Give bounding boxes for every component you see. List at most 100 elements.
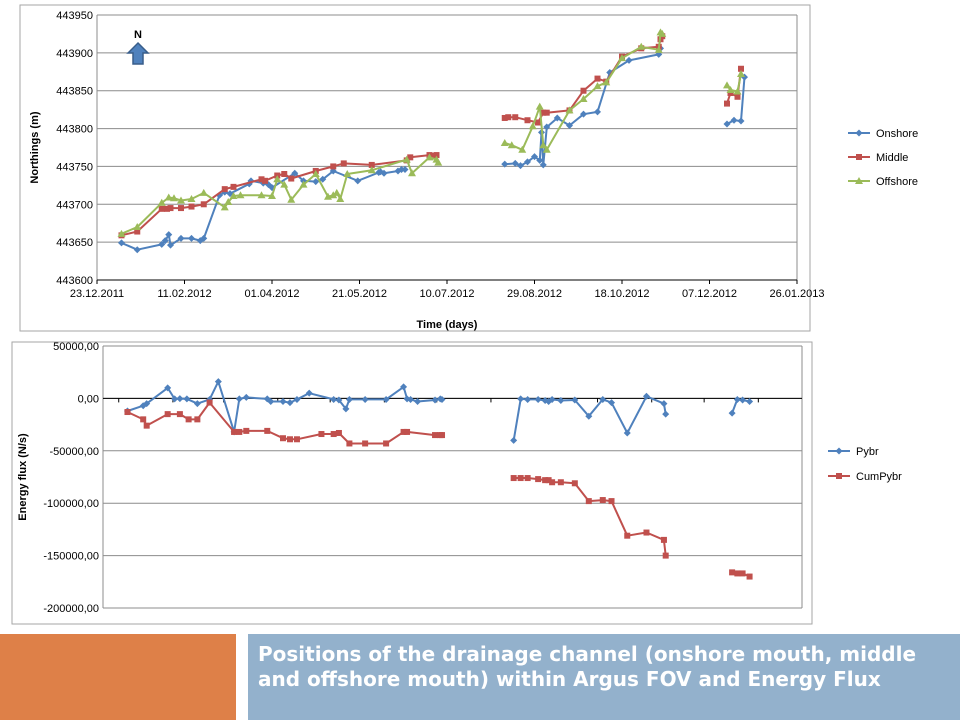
data-point bbox=[224, 198, 233, 206]
x-tick-label: 18.10.2012 bbox=[594, 288, 649, 300]
x-tick-label: 10.07.2012 bbox=[419, 288, 474, 300]
legend-item-middle: Middle bbox=[848, 152, 908, 164]
data-point bbox=[594, 108, 601, 116]
data-point bbox=[231, 428, 238, 435]
data-point bbox=[579, 95, 588, 103]
data-point bbox=[517, 395, 525, 403]
north-arrow-shape bbox=[126, 41, 150, 65]
data-point bbox=[340, 160, 347, 167]
slide-caption: Positions of the drainage channel (onsho… bbox=[258, 642, 917, 691]
legend-item-pybr: Pybr bbox=[828, 446, 879, 458]
data-point bbox=[535, 119, 541, 126]
data-point bbox=[637, 42, 646, 50]
data-point bbox=[737, 70, 745, 78]
data-point bbox=[400, 383, 408, 391]
data-point bbox=[517, 162, 524, 170]
y-tick-label: 443900 bbox=[56, 48, 93, 60]
data-point bbox=[602, 78, 611, 86]
data-point bbox=[161, 237, 169, 245]
data-point bbox=[542, 145, 551, 153]
y-tick-label: 443700 bbox=[56, 199, 93, 211]
y-tick-label: 443750 bbox=[56, 161, 93, 173]
data-point bbox=[536, 156, 544, 164]
data-point bbox=[524, 117, 531, 124]
data-point bbox=[236, 428, 243, 435]
x-tick-label: 07.12.2012 bbox=[682, 288, 737, 300]
data-point bbox=[660, 536, 667, 543]
data-point bbox=[188, 234, 195, 242]
data-point bbox=[236, 191, 245, 199]
data-point bbox=[594, 75, 601, 82]
legend-label: CumPybr bbox=[856, 471, 902, 483]
data-point bbox=[171, 395, 179, 403]
x-axis-title: Time (days) bbox=[417, 319, 478, 331]
data-point bbox=[571, 396, 579, 404]
series-line bbox=[512, 395, 667, 441]
data-point bbox=[539, 161, 547, 169]
legend-marker bbox=[856, 154, 862, 160]
data-point bbox=[170, 194, 178, 202]
data-point bbox=[654, 45, 663, 53]
footer-caption-bar bbox=[248, 634, 960, 720]
y-tick-label: -150000,00 bbox=[43, 551, 99, 563]
data-point bbox=[535, 476, 542, 483]
data-point bbox=[230, 183, 237, 190]
data-point bbox=[158, 240, 166, 248]
x-tick-label: 26.01.2013 bbox=[769, 288, 824, 300]
data-point bbox=[178, 205, 184, 212]
data-point bbox=[608, 399, 616, 407]
data-point bbox=[407, 154, 414, 161]
legend-label: Pybr bbox=[856, 446, 879, 458]
data-point bbox=[157, 198, 166, 206]
data-point bbox=[557, 396, 565, 404]
data-point bbox=[643, 529, 650, 536]
data-point bbox=[264, 427, 271, 434]
data-point bbox=[220, 203, 229, 211]
data-point bbox=[118, 239, 125, 247]
data-point bbox=[746, 398, 754, 406]
y-tick-label: 443950 bbox=[56, 10, 93, 22]
data-point bbox=[281, 171, 288, 177]
y-tick-label: 443650 bbox=[56, 237, 93, 249]
data-point bbox=[330, 431, 337, 438]
x-tick-label: 21.05.2012 bbox=[332, 288, 387, 300]
data-point bbox=[431, 396, 439, 404]
data-point bbox=[133, 246, 141, 254]
data-point bbox=[734, 570, 741, 577]
data-point bbox=[268, 191, 276, 199]
data-point bbox=[517, 475, 524, 482]
data-point bbox=[164, 205, 170, 212]
data-point bbox=[287, 195, 296, 203]
data-point bbox=[312, 178, 320, 186]
data-point bbox=[243, 427, 250, 434]
data-point bbox=[214, 378, 222, 386]
data-point bbox=[542, 477, 549, 484]
data-point bbox=[293, 436, 300, 443]
data-point bbox=[263, 395, 271, 403]
data-point bbox=[724, 100, 730, 107]
y-tick-label: 443800 bbox=[56, 124, 93, 136]
data-point bbox=[345, 395, 353, 403]
chart-border bbox=[19, 4, 811, 332]
data-point bbox=[291, 169, 299, 177]
data-point bbox=[408, 169, 416, 177]
data-point bbox=[599, 395, 607, 403]
data-point bbox=[354, 177, 362, 185]
data-point bbox=[528, 122, 537, 130]
data-point bbox=[658, 29, 667, 37]
data-point bbox=[124, 409, 131, 416]
data-point bbox=[730, 116, 738, 124]
data-point bbox=[404, 428, 411, 435]
data-point bbox=[624, 532, 631, 539]
data-point bbox=[511, 159, 519, 167]
data-point bbox=[319, 175, 327, 183]
data-point bbox=[733, 395, 741, 403]
data-point bbox=[723, 120, 731, 128]
legend-item-cumpybr: CumPybr bbox=[828, 471, 902, 483]
data-point bbox=[140, 416, 147, 423]
data-point bbox=[229, 191, 238, 199]
data-point bbox=[133, 223, 142, 230]
data-point bbox=[439, 432, 446, 439]
data-point bbox=[382, 395, 390, 403]
data-point bbox=[518, 145, 527, 153]
